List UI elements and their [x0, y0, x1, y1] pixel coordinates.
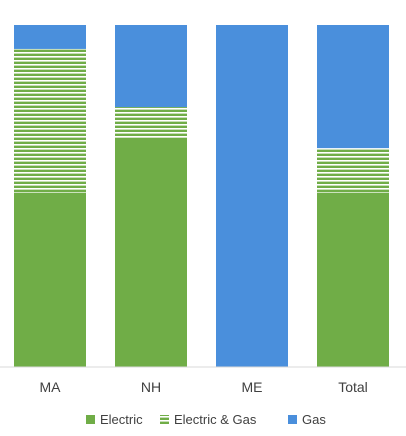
bar-nh-electric	[115, 137, 187, 367]
bar-me-gas	[216, 25, 288, 367]
x-tick-label-ma: MA	[40, 379, 62, 395]
legend-label-gas: Gas	[302, 412, 326, 427]
bar-total-gas	[317, 25, 389, 149]
x-tick-label-nh: NH	[141, 379, 161, 395]
legend-label-electric-and-gas: Electric & Gas	[174, 412, 257, 427]
legend-label-electric: Electric	[100, 412, 143, 427]
x-tick-label-me: ME	[242, 379, 263, 395]
x-tick-label-total: Total	[338, 379, 368, 395]
bar-nh-gas	[115, 25, 187, 108]
legend-item-electric: Electric	[86, 412, 143, 427]
legend: Electric Electric & Gas Gas	[86, 412, 326, 427]
legend-swatch-gas	[288, 415, 297, 424]
bar-ma-gas	[14, 25, 86, 49]
bar-ma-electric-and-gas	[14, 48, 86, 193]
bar-nh-electric-and-gas	[115, 107, 187, 138]
legend-item-gas: Gas	[288, 412, 326, 427]
bars-group	[14, 25, 389, 367]
bar-total-electric-and-gas	[317, 148, 389, 193]
bar-ma-electric	[14, 192, 86, 367]
legend-item-electric-and-gas: Electric & Gas	[160, 412, 257, 427]
bar-total-electric	[317, 192, 389, 367]
legend-swatch-electric	[86, 415, 95, 424]
legend-swatch-electric-and-gas	[160, 415, 169, 424]
x-tick-labels: MA NH ME Total	[40, 379, 368, 395]
